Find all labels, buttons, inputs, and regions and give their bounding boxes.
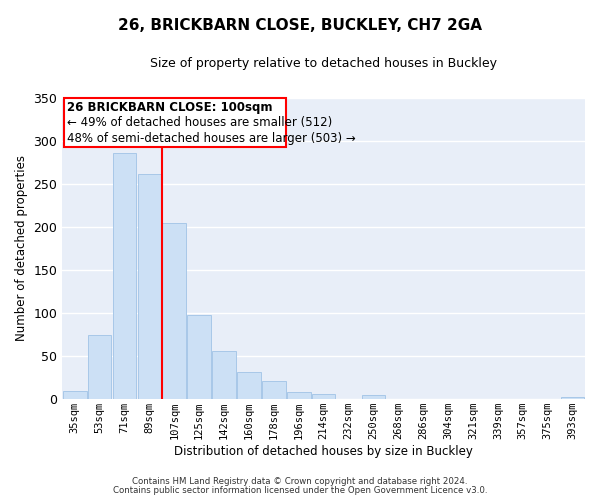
Bar (63, 391, 86, 398)
Bar (262, 380, 286, 398)
Bar (88, 335, 112, 398)
Text: 48% of semi-detached houses are larger (503) →: 48% of semi-detached houses are larger (… (67, 132, 356, 144)
Bar (113, 153, 136, 398)
X-axis label: Distribution of detached houses by size in Buckley: Distribution of detached houses by size … (174, 444, 473, 458)
Text: 26 BRICKBARN CLOSE: 100sqm: 26 BRICKBARN CLOSE: 100sqm (67, 100, 273, 114)
Bar (362, 395, 385, 398)
Text: 26, BRICKBARN CLOSE, BUCKLEY, CH7 2GA: 26, BRICKBARN CLOSE, BUCKLEY, CH7 2GA (118, 18, 482, 32)
Y-axis label: Number of detached properties: Number of detached properties (15, 156, 28, 342)
Text: ← 49% of detached houses are smaller (512): ← 49% of detached houses are smaller (51… (67, 116, 332, 129)
Bar (137, 174, 161, 398)
Bar (212, 352, 236, 399)
Bar (237, 372, 261, 398)
Text: Contains public sector information licensed under the Open Government Licence v3: Contains public sector information licen… (113, 486, 487, 495)
Title: Size of property relative to detached houses in Buckley: Size of property relative to detached ho… (150, 58, 497, 70)
Text: Contains HM Land Registry data © Crown copyright and database right 2024.: Contains HM Land Registry data © Crown c… (132, 477, 468, 486)
Bar (312, 394, 335, 398)
Bar (561, 397, 584, 398)
FancyBboxPatch shape (64, 98, 286, 147)
Bar (287, 392, 311, 398)
Bar (187, 316, 211, 398)
Bar (163, 222, 186, 398)
